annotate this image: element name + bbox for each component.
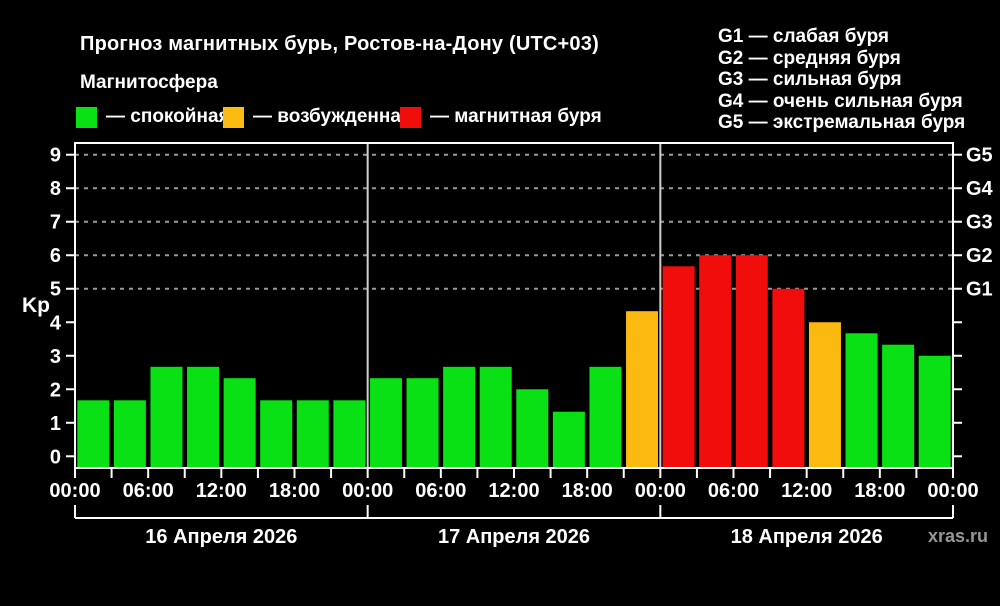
legend-item-active: — возбужденная [223,106,412,128]
kp-bar-quiet [516,389,549,467]
g-scale-legend: G1 — слабая буря G2 — средняя буря G3 — … [718,26,965,134]
time-label: 00:00 [635,480,686,502]
g-scale-legend-item-g3: G3 — сильная буря [718,69,902,90]
kp-bar-quiet [187,366,220,467]
legend-label-storm: — магнитная буря [430,106,602,127]
kp-bar-storm [735,255,768,467]
legend-label-quiet: — спокойная [106,106,230,127]
g-level-label-g1: G1 [966,279,993,301]
y-axis-label-6: 6 [50,245,61,267]
g-scale-legend-item-g4: G4 — очень сильная буря [718,90,963,112]
kp-bar-quiet [882,344,915,467]
kp-bar-storm [662,266,695,467]
watermark-text: xras.ru [928,526,988,546]
storm-color-swatch [400,106,421,128]
g-level-label-g2: G2 [966,245,993,267]
time-label: 06:00 [708,480,759,502]
kp-bar-active [626,311,659,467]
legend-item-storm: — магнитная буря [400,106,602,128]
time-label: 18:00 [269,480,320,502]
legend-item-quiet: — спокойная [76,106,230,128]
kp-bar-quiet [369,378,402,467]
kp-bar-quiet [296,400,329,467]
kp-bar-quiet [150,366,183,467]
quiet-color-swatch [76,106,97,128]
kp-bar-quiet [333,400,366,467]
kp-bar-quiet [443,366,476,467]
time-label: 00:00 [49,480,100,502]
time-label: 00:00 [927,480,978,502]
legend-label-active: — возбужденная [253,106,413,127]
y-axis-label-2: 2 [50,379,61,401]
active-color-swatch [223,106,244,128]
y-axis-label-0: 0 [50,446,61,468]
y-axis-label-4: 4 [50,312,62,334]
date-label: 18 Апреля 2026 [731,526,883,548]
kp-bar-quiet [223,378,256,467]
g-level-label-g5: G5 [966,145,993,167]
time-label: 06:00 [415,480,466,502]
chart-title: Прогноз магнитных бурь, Ростов-на-Дону (… [80,33,599,55]
g-level-label-g4: G4 [966,178,994,200]
kp-bar-quiet [552,411,585,467]
y-axis-label-7: 7 [50,212,61,234]
time-label: 18:00 [562,480,613,502]
kp-bar-quiet [479,366,512,467]
kp-bar-quiet [918,355,951,467]
g-scale-legend-item-g2: G2 — средняя буря [718,47,901,69]
time-label: 12:00 [781,480,832,502]
chart-subtitle: Магнитосфера [80,72,218,93]
kp-bar-quiet [406,378,439,467]
y-axis-label-9: 9 [50,145,61,167]
date-label: 17 Апреля 2026 [438,526,590,548]
g-level-label-g3: G3 [966,212,993,234]
kp-bar-quiet [845,333,878,467]
y-axis-label-5: 5 [50,279,61,301]
y-axis-label-8: 8 [50,178,61,200]
y-axis-label-3: 3 [50,346,61,368]
date-label: 16 Апреля 2026 [145,526,297,548]
kp-bar-quiet [260,400,293,467]
g-scale-legend-item-g1: G1 — слабая буря [718,26,890,47]
kp-bar-quiet [589,366,622,467]
kp-bar-quiet [77,400,110,467]
y-axis-label-1: 1 [50,413,61,435]
kp-bar-storm [699,255,732,467]
kp-bar-active [808,322,841,467]
kp-axis-title: Kp [22,294,50,317]
time-label: 12:00 [196,480,247,502]
time-label: 00:00 [342,480,393,502]
time-label: 18:00 [854,480,905,502]
kp-bar-quiet [113,400,146,467]
time-label: 06:00 [123,480,174,502]
time-label: 12:00 [488,480,539,502]
kp-bar-storm [772,288,805,467]
g-scale-legend-item-g5: G5 — экстремальная буря [718,112,966,133]
